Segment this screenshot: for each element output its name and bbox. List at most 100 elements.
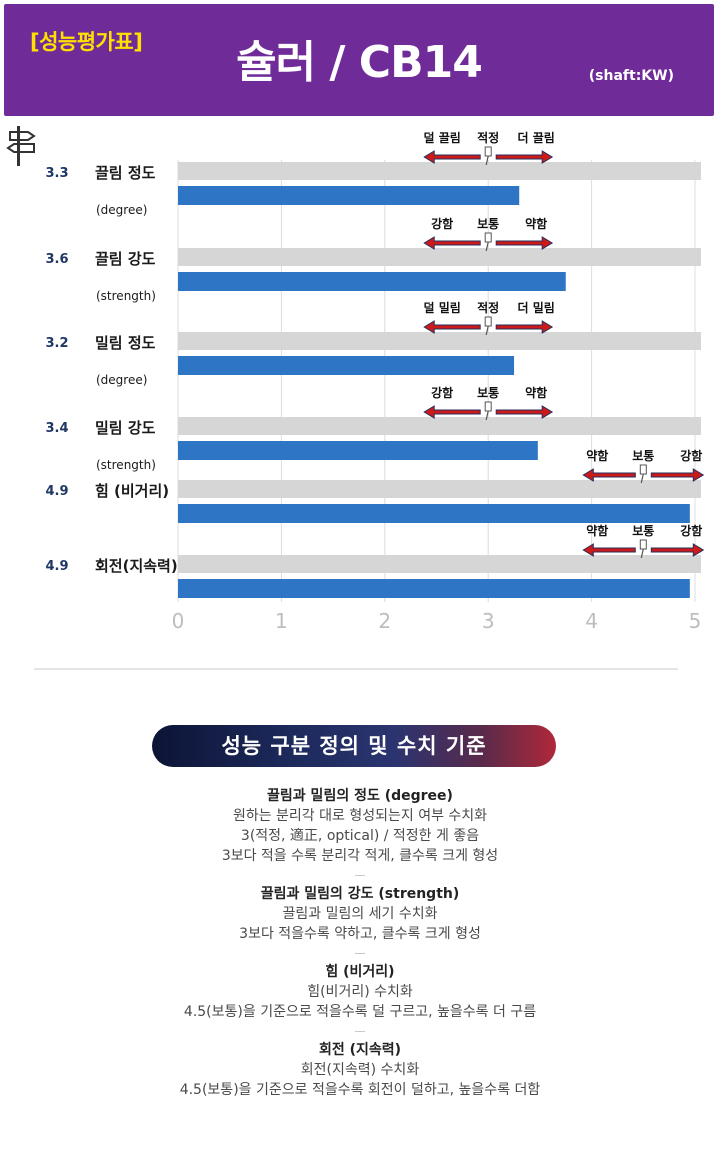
- def-section-power: 힘 (비거리) 힘(비거리) 수치화 4.5(보통)을 기준으로 적을수록 덜 …: [0, 962, 720, 1022]
- right-arrow: [495, 150, 554, 164]
- shaft-label: (shaft:KW): [588, 68, 674, 84]
- chart-row: 3.4 밀림 강도(strength)강함 보통 약함: [45, 385, 701, 472]
- scale-indicator: 덜 끌림 적정 더 끌림: [423, 130, 555, 166]
- scale-mid-label: 보통: [477, 385, 499, 400]
- chart-row: 3.2 밀림 정도 (degree) 덜 밀림 적정 더 밀림: [45, 300, 701, 387]
- chart-row: 4.9 힘 (비거리) 약함 보통 강함: [45, 448, 705, 523]
- signpost-icon: [6, 126, 36, 166]
- x-tick-label: 0: [172, 609, 185, 633]
- def-title: 끌림과 밀림의 강도 (strength): [260, 886, 460, 902]
- category-label: 밀림 정도: [95, 334, 156, 352]
- scale-right-label: 강함: [680, 448, 702, 463]
- def-line: 회전(지속력) 수치화: [300, 1062, 420, 1078]
- track-bar: [178, 162, 701, 180]
- track-bar: [178, 248, 701, 266]
- section-separator: [355, 1031, 365, 1032]
- scale-indicator: 강함 보통 약함: [423, 216, 554, 252]
- category-sublabel: (degree): [96, 203, 147, 217]
- left-arrow: [423, 405, 481, 419]
- scale-right-label: 약함: [525, 385, 547, 400]
- scale-left-label: 덜 끌림: [424, 131, 461, 145]
- scale-left-label: 약함: [586, 448, 608, 463]
- category-label: 밀림 강도: [95, 419, 156, 437]
- pushpin-icon: [484, 146, 492, 166]
- page-title: 슐러 / CB14: [236, 37, 483, 88]
- def-line: 4.5(보통)을 기준으로 적을수록 덜 구르고, 높을수록 더 구름: [183, 1004, 537, 1020]
- category-sublabel: (strength): [96, 458, 156, 472]
- scale-indicator: 강함 보통 약함: [423, 385, 554, 421]
- scale-indicator: 약함 보통 강함: [582, 523, 705, 559]
- eval-tag: [성능평가표]: [30, 30, 143, 54]
- x-tick-label: 4: [585, 609, 598, 633]
- left-arrow: [423, 236, 481, 250]
- value-bar: [178, 504, 690, 523]
- def-line: 끌림과 밀림의 세기 수치화: [282, 906, 438, 922]
- track-bar: [178, 480, 701, 498]
- scale-mid-label: 보통: [477, 216, 499, 231]
- x-tick-label: 2: [378, 609, 391, 633]
- scale-mid-label: 적정: [477, 300, 499, 315]
- x-tick-label: 3: [482, 609, 495, 633]
- score-label: 3.3: [45, 166, 68, 181]
- pushpin-icon: [484, 401, 492, 421]
- header-banner: [성능평가표] 슐러 / CB14 (shaft:KW): [4, 4, 714, 116]
- section-separator: [355, 875, 365, 876]
- x-tick-label: 1: [275, 609, 288, 633]
- value-bar: [178, 579, 690, 598]
- chart-row: 3.3 끌림 정도 (degree) 덜 끌림 적정 더 끌림: [45, 130, 701, 217]
- chart-row: 3.6 끌림 강도 (strength) 강함 보통 약함: [45, 216, 701, 303]
- category-sublabel: (strength): [96, 289, 156, 303]
- scale-right-label: 약함: [525, 216, 547, 231]
- def-section-spin: 회전 (지속력) 회전(지속력) 수치화 4.5(보통)을 기준으로 적을수록 …: [0, 1040, 720, 1100]
- scale-left-label: 약함: [586, 523, 608, 538]
- score-label: 4.9: [45, 484, 68, 499]
- scale-right-label: 더 밀림: [518, 300, 555, 315]
- value-bar: [178, 272, 566, 291]
- scale-mid-label: 보통: [632, 523, 654, 538]
- score-label: 3.4: [45, 421, 68, 436]
- category-sublabel: (degree): [96, 373, 147, 387]
- scale-left-label: 강함: [431, 385, 453, 400]
- right-arrow: [650, 468, 705, 482]
- pushpin-icon: [484, 232, 492, 252]
- score-label: 3.6: [45, 252, 68, 267]
- category-label: 힘 (비거리): [95, 482, 169, 500]
- def-line: 원하는 분리각 대로 형성되는지 여부 수치화: [232, 808, 488, 824]
- def-section-strength: 끌림과 밀림의 강도 (strength) 끌림과 밀림의 세기 수치화 3보다…: [0, 884, 720, 944]
- category-label: 회전(지속력): [95, 557, 178, 575]
- section-separator: [355, 953, 365, 954]
- chart-row: 4.9 회전(지속력) 약함 보통 강함: [45, 523, 705, 598]
- value-bar: [178, 441, 538, 460]
- right-arrow: [650, 543, 705, 557]
- scale-indicator: 덜 밀림 적정 더 밀림: [423, 300, 555, 336]
- score-label: 4.9: [45, 559, 68, 574]
- def-section-degree: 끌림과 밀림의 정도 (degree) 원하는 분리각 대로 형성되는지 여부 …: [0, 786, 720, 866]
- def-title: 회전 (지속력): [318, 1042, 402, 1058]
- def-line: 3보다 적을 수록 분리각 적게, 클수록 크게 형성: [221, 848, 499, 864]
- left-arrow: [423, 150, 481, 164]
- pushpin-icon: [639, 464, 647, 484]
- divider: [34, 668, 678, 670]
- track-bar: [178, 332, 701, 350]
- def-line: 3보다 적을수록 약하고, 클수록 크게 형성: [239, 926, 481, 942]
- scale-left-label: 덜 밀림: [424, 301, 461, 315]
- scale-mid-label: 적정: [477, 130, 499, 145]
- value-bar: [178, 356, 515, 375]
- def-title: 끌림과 밀림의 정도 (degree): [267, 788, 453, 804]
- def-title: 힘 (비거리): [325, 964, 395, 980]
- scale-left-label: 강함: [431, 216, 453, 231]
- right-arrow: [495, 236, 554, 250]
- pushpin-icon: [639, 539, 647, 559]
- scale-right-label: 더 끌림: [518, 130, 555, 145]
- left-arrow: [582, 468, 636, 482]
- def-line: 4.5(보통)을 기준으로 적을수록 회전이 덜하고, 높을수록 더함: [179, 1082, 541, 1098]
- track-bar: [178, 417, 701, 435]
- left-arrow: [423, 320, 481, 334]
- x-tick-label: 5: [689, 609, 702, 633]
- category-label: 끌림 정도: [95, 164, 156, 182]
- score-label: 3.2: [45, 336, 68, 351]
- left-arrow: [582, 543, 636, 557]
- performance-chart: 3.3 끌림 정도(degree)덜 끌림 적정 더 끌림3.6 끌림 강도(stren…: [6, 126, 705, 633]
- pushpin-icon: [484, 316, 492, 336]
- category-label: 끌림 강도: [95, 250, 156, 268]
